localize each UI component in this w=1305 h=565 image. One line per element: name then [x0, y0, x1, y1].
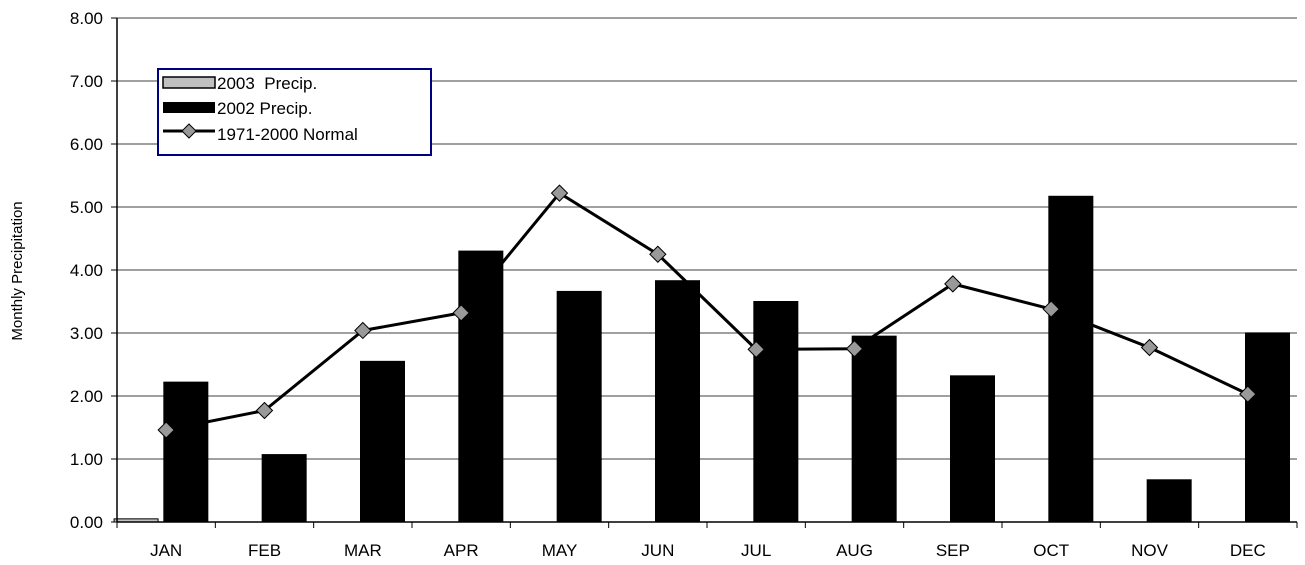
normal-marker-jun — [649, 245, 667, 263]
x-tick-label-sep: SEP — [936, 541, 970, 560]
bar-2002-jan — [163, 381, 209, 523]
bars — [113, 195, 1290, 523]
legend: 2003 Precip. 2002 Precip. 1971-2000 Norm… — [157, 68, 432, 156]
normal-marker-feb — [255, 401, 274, 420]
normal-marker-may — [550, 184, 569, 202]
legend-label-normal: 1971-2000 Normal — [217, 125, 358, 144]
y-tick-label: 8.00 — [70, 9, 103, 28]
normal-marker-mar — [354, 321, 372, 340]
normal-marker-jan — [157, 421, 175, 439]
legend-swatch-2002 — [163, 102, 215, 113]
y-axis-title: Monthly Precipitation — [9, 201, 26, 340]
bar-2002-dec — [1245, 332, 1290, 523]
legend-marker-normal — [181, 123, 197, 139]
legend-label-2002: 2002 Precip. — [217, 99, 312, 118]
y-tick-label: 7.00 — [70, 72, 103, 91]
bar-2002-sep — [950, 375, 995, 523]
bar-2002-apr — [458, 250, 504, 523]
normal-marker-aug — [845, 340, 864, 358]
y-tick-label: 0.00 — [70, 513, 103, 532]
bar-2002-nov — [1146, 479, 1192, 523]
y-tick-label: 6.00 — [70, 135, 103, 154]
bar-2002-jul — [753, 301, 799, 523]
normal-marker-jul — [747, 340, 765, 359]
x-tick-label-feb: FEB — [248, 541, 281, 560]
normal-marker-oct — [1042, 300, 1060, 318]
legend-swatch-2003 — [162, 76, 216, 89]
x-tick-label-apr: APR — [444, 541, 479, 560]
y-tick-label: 1.00 — [70, 450, 103, 469]
bar-2002-jun — [655, 280, 700, 523]
tick-labels: 0.00 1.00 2.00 3.00 4.00 5.00 6.00 7.00 8.00 JAN F… — [70, 9, 1266, 560]
bar-2002-may — [556, 290, 602, 523]
x-tick-label-oct: OCT — [1033, 541, 1069, 560]
normal-marker-apr — [452, 304, 470, 322]
axes — [111, 17, 1298, 528]
bar-2002-aug — [851, 335, 897, 523]
y-tick-label: 3.00 — [70, 324, 103, 343]
y-tick-label: 4.00 — [70, 261, 103, 280]
x-tick-label-nov: NOV — [1131, 541, 1169, 560]
x-tick-label-dec: DEC — [1230, 541, 1266, 560]
bar-2002-oct — [1048, 195, 1094, 523]
y-tick-label: 2.00 — [70, 387, 103, 406]
x-tick-label-mar: MAR — [344, 541, 382, 560]
legend-label-2003: 2003 Precip. — [217, 74, 317, 93]
normal-line-series — [157, 184, 1257, 439]
normal-marker-dec — [1239, 385, 1257, 403]
x-tick-label-aug: AUG — [836, 541, 873, 560]
normal-line — [165, 191, 1249, 432]
x-tick-label-jan: JAN — [150, 541, 182, 560]
x-tick-label-jun: JUN — [641, 541, 674, 560]
bar-2002-mar — [360, 360, 405, 523]
y-tick-label: 5.00 — [70, 198, 103, 217]
x-tick-label-may: MAY — [542, 541, 578, 560]
bar-2002-feb — [261, 454, 307, 523]
normal-marker-nov — [1140, 338, 1159, 357]
normal-marker-sep — [944, 275, 962, 293]
x-tick-label-jul: JUL — [741, 541, 771, 560]
